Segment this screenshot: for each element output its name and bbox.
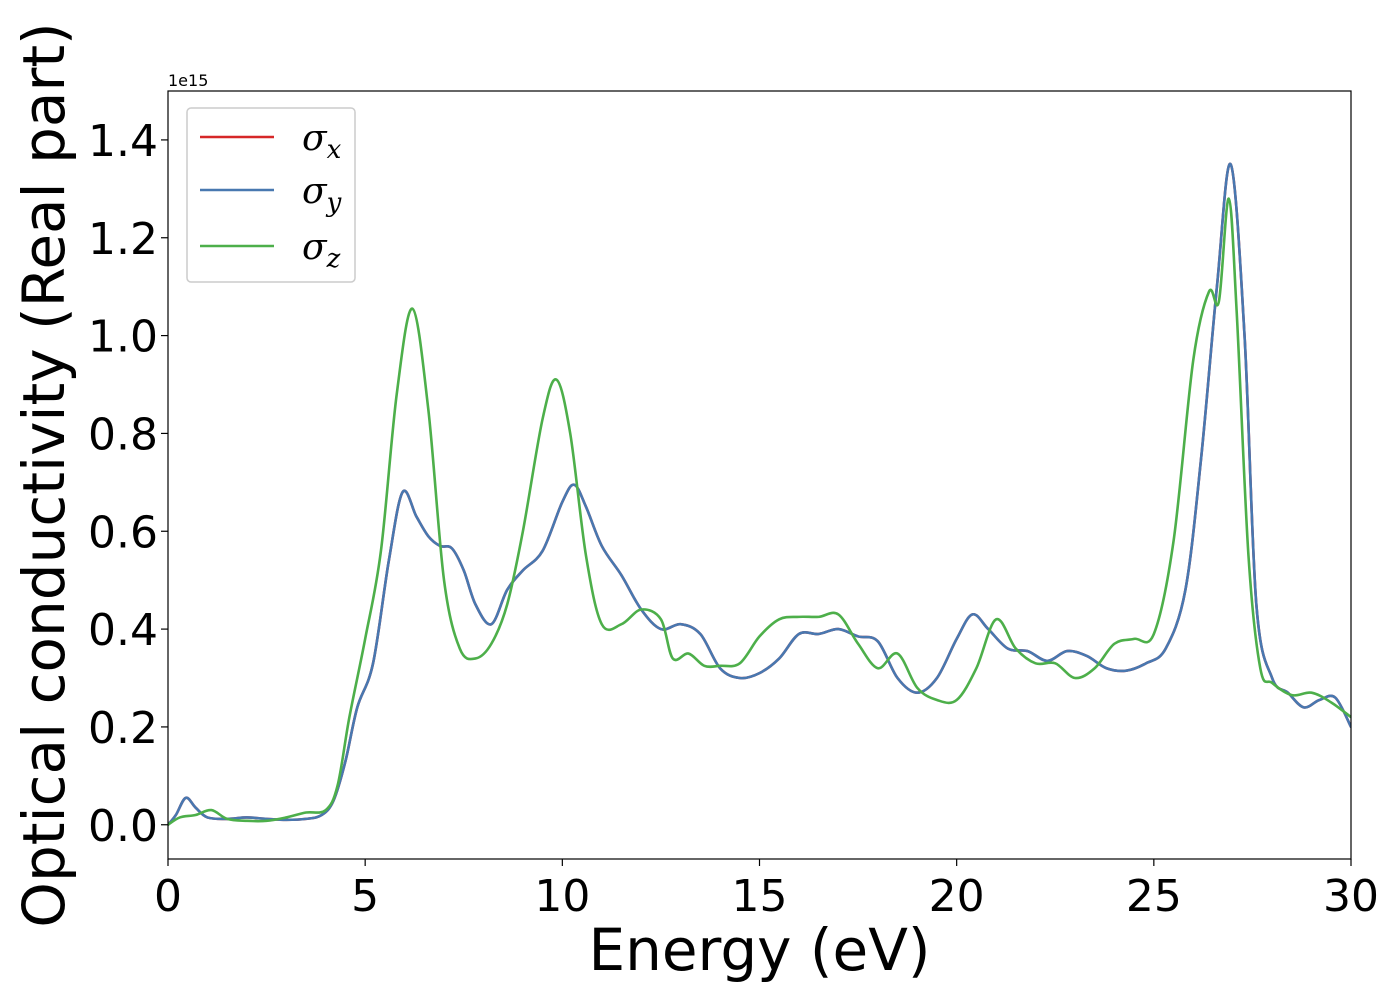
x-tick-label: 15 [732,871,788,922]
legend-label-subscript: x [327,135,342,165]
x-tick-label: 30 [1323,871,1379,922]
legend-label-sigma-x: σx [302,118,342,165]
y-tick-label: 0.4 [88,605,158,656]
y-offset-label: 1e15 [168,71,208,90]
x-axis-ticks: 0 5 10 15 20 25 30 [154,859,1379,922]
legend-label-sigma-y: σy [302,171,342,218]
legend-label-subscript: y [326,188,342,218]
legend-frame [186,107,356,283]
y-tick-label: 0.8 [88,409,158,460]
y-tick-label: 0.2 [88,703,158,754]
y-axis-label: Optical conductivity (Real part) [10,22,78,927]
x-tick-label: 20 [929,871,985,922]
x-tick-label: 0 [154,871,182,922]
legend-label-main: σ [302,171,328,212]
y-tick-label: 1.0 [88,312,158,363]
x-axis-label: Energy (eV) [588,916,930,984]
y-tick-label: 0.6 [88,507,158,558]
legend-label-subscript: z [326,244,341,274]
series-line-sigma-z [168,197,1351,827]
x-tick-label: 25 [1126,871,1182,922]
legend-label-main: σ [302,227,328,268]
y-axis-ticks: 0.0 0.2 0.4 0.6 0.8 1.0 1.2 1.4 [88,116,168,852]
x-tick-label: 5 [351,871,379,922]
y-tick-label: 1.4 [88,116,158,167]
series-line-sigma-y [168,162,1351,827]
series-layer [168,162,1351,827]
y-tick-label: 0.0 [88,801,158,852]
legend-label-sigma-z: σz [302,227,341,274]
legend-label-main: σ [302,118,328,159]
y-tick-label: 1.2 [88,214,158,265]
x-tick-label: 10 [534,871,590,922]
